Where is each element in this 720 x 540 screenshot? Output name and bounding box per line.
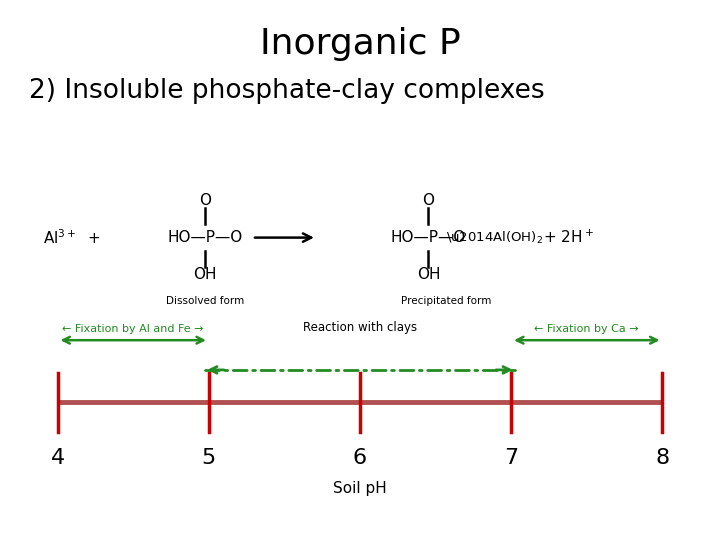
Text: HO—P—O: HO—P—O <box>391 230 466 245</box>
Text: Precipitated form: Precipitated form <box>401 296 492 306</box>
Text: 2) Insoluble phosphate-clay complexes: 2) Insoluble phosphate-clay complexes <box>29 78 544 104</box>
Text: Soil pH: Soil pH <box>333 481 387 496</box>
Text: + 2H$^+$: + 2H$^+$ <box>544 229 594 246</box>
Text: 8: 8 <box>655 448 670 468</box>
Text: O: O <box>423 193 434 208</box>
Text: Inorganic P: Inorganic P <box>260 27 460 61</box>
Text: OH: OH <box>417 267 440 282</box>
Text: 7: 7 <box>504 448 518 468</box>
Text: 5: 5 <box>202 448 216 468</box>
Text: 6: 6 <box>353 448 367 468</box>
Text: OH: OH <box>194 267 217 282</box>
Text: 4: 4 <box>50 448 65 468</box>
Text: ← Fixation by Al and Fe →: ← Fixation by Al and Fe → <box>63 323 204 334</box>
Text: Reaction with clays: Reaction with clays <box>303 321 417 334</box>
Text: \u2014Al(OH)$_2$: \u2014Al(OH)$_2$ <box>446 230 543 246</box>
Text: ← Fixation by Ca →: ← Fixation by Ca → <box>534 323 639 334</box>
Text: O: O <box>199 193 211 208</box>
Text: Al$^{3+}$  +: Al$^{3+}$ + <box>43 228 101 247</box>
Text: HO—P—O: HO—P—O <box>168 230 243 245</box>
Text: Dissolved form: Dissolved form <box>166 296 244 306</box>
